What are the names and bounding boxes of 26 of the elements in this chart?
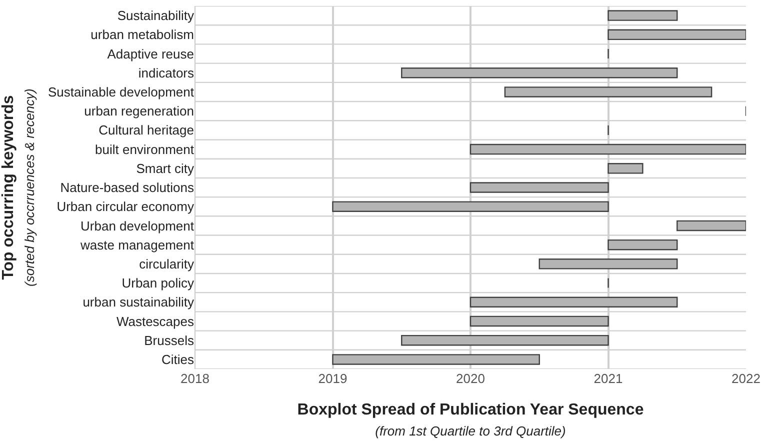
y-tick-label: Adaptive reuse	[107, 46, 194, 62]
y-tick-label: urban sustainability	[82, 294, 194, 310]
y-tick-label: Urban development	[80, 218, 194, 234]
y-tick-label: circularity	[139, 256, 194, 272]
x-tick-label: 2020	[456, 371, 485, 386]
y-tick-label: Urban policy	[122, 276, 194, 291]
y-tick-label: Urban circular economy	[56, 199, 194, 214]
x-tick-label: 2022	[732, 371, 760, 386]
x-tick-label: 2019	[318, 371, 348, 386]
y-tick-label: Cities	[161, 352, 194, 367]
y-tick-label: built environment	[95, 142, 194, 157]
x-tick-label: 2021	[594, 371, 623, 386]
y-tick-label: urban regeneration	[84, 104, 194, 119]
y-tick-label: Nature-based solutions	[60, 180, 194, 196]
y-axis-title: Top occurring keywords (sorted by occrruences & recency)	[0, 88, 37, 286]
y-tick-label: waste management	[80, 237, 194, 252]
x-axis-title: Boxplot Spread of Publication Year Sequence (from 1st Quartile to 3rd Quartile)	[297, 402, 644, 438]
y-tick-label: indicators	[138, 65, 194, 80]
y-tick-label: Cultural heritage	[98, 122, 194, 138]
y-tick-label: urban metabolism	[90, 27, 194, 42]
y-tick-label: Smart city	[136, 160, 194, 176]
y-tick-label: Sustainable development	[48, 84, 194, 100]
y-tick-label: Brussels	[144, 332, 194, 348]
y-tick-label: Wastescapes	[116, 314, 194, 329]
x-tick-label: 2018	[180, 371, 210, 386]
y-tick-label: Sustainability	[117, 8, 194, 24]
